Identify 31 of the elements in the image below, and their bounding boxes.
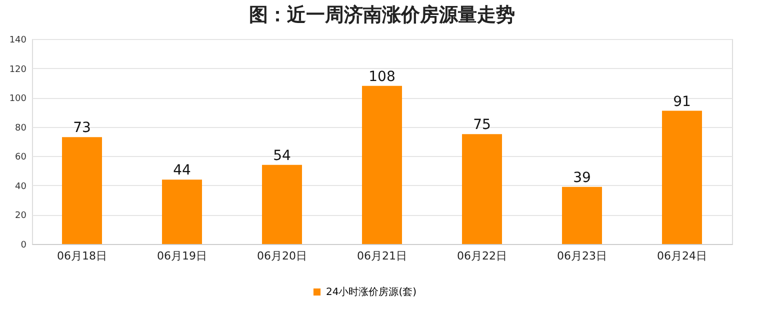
x-tick-label: 06月19日 xyxy=(157,250,207,262)
y-tick-label: 100 xyxy=(9,94,27,104)
data-label: 108 xyxy=(368,68,396,85)
y-tick-label: 120 xyxy=(9,64,27,75)
legend-label: 24小时涨价房源(套) xyxy=(326,286,417,298)
bar xyxy=(662,110,702,244)
bar xyxy=(62,137,102,244)
x-tick-label: 06月24日 xyxy=(657,250,707,262)
data-label: 39 xyxy=(573,170,591,186)
data-label: 91 xyxy=(673,94,691,110)
y-tick-label: 20 xyxy=(15,211,27,222)
y-tick-label: 60 xyxy=(15,152,27,163)
data-label: 73 xyxy=(73,120,91,136)
bar xyxy=(262,164,302,244)
x-tick-label: 06月18日 xyxy=(57,250,107,262)
data-label: 54 xyxy=(273,148,291,164)
bar xyxy=(362,86,402,244)
data-label: 44 xyxy=(173,162,191,179)
x-tick-label: 06月20日 xyxy=(257,250,307,262)
y-tick-label: 40 xyxy=(15,182,27,192)
y-tick-label: 0 xyxy=(20,240,27,250)
bar xyxy=(562,186,602,244)
x-tick-label: 06月21日 xyxy=(357,250,407,262)
bar xyxy=(162,180,202,244)
y-tick-label: 80 xyxy=(15,123,27,134)
chart-title: 图：近一周济南涨价房源量走势 xyxy=(249,4,515,26)
x-tick-label: 06月22日 xyxy=(457,250,507,262)
y-tick-label: 140 xyxy=(9,36,27,46)
x-tick-label: 06月23日 xyxy=(557,250,607,262)
data-label: 75 xyxy=(473,117,491,134)
bar xyxy=(462,134,502,244)
